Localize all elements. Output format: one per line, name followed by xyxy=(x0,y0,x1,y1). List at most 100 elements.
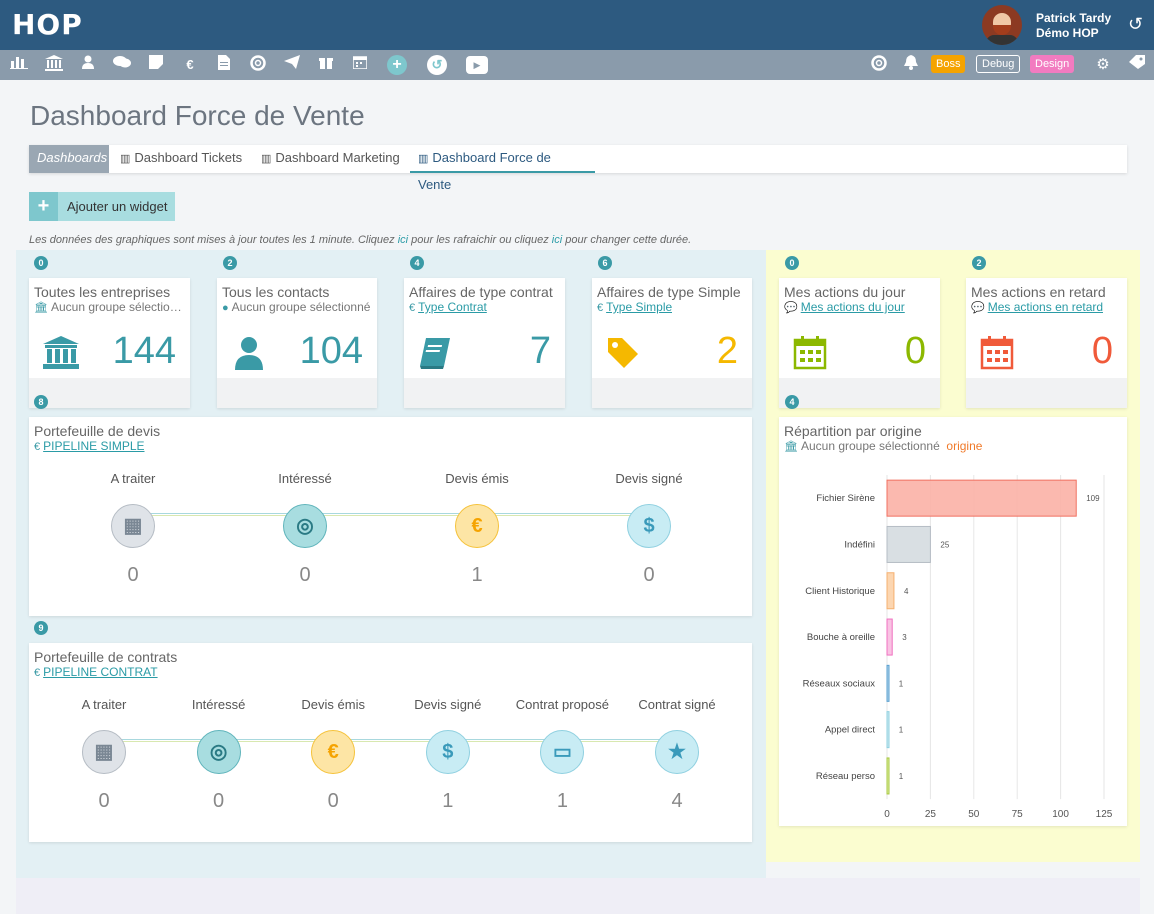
bar xyxy=(886,757,890,795)
widget-badge: 2 xyxy=(223,256,237,270)
pipeline-stage[interactable]: A traiter ▦ 0 xyxy=(63,471,203,587)
plus-circle-icon[interactable]: + xyxy=(387,55,407,75)
widget-sub: 🏛 Aucun groupe sélectionné xyxy=(34,300,188,314)
widget-link[interactable]: Type Contrat xyxy=(418,300,487,314)
widget-repartition-origine[interactable]: Répartition par origine 🏛 Aucun groupe sé… xyxy=(779,417,1127,826)
comments-icon[interactable] xyxy=(112,55,132,75)
pipeline-stage[interactable]: A traiter ▦ 0 xyxy=(34,697,174,813)
widget-link[interactable]: Type Simple xyxy=(606,300,673,314)
euro-icon: € xyxy=(409,302,416,314)
widget-link[interactable]: Mes actions du jour xyxy=(800,300,905,314)
widget-portefeuille-contrats[interactable]: Portefeuille de contrats € PIPELINE CONTR… xyxy=(29,643,752,842)
pipeline-stage[interactable]: Devis signé $0 xyxy=(579,471,719,587)
widget-title: Répartition par origine xyxy=(784,423,922,439)
widget-sub: 💬 Mes actions du jour xyxy=(784,300,905,314)
stage-label: A traiter xyxy=(110,471,156,486)
stage-value: 1 xyxy=(442,790,454,812)
widget-actions-retard[interactable]: Mes actions en retard 💬 Mes actions en re… xyxy=(966,278,1127,408)
stage-label: Devis émis xyxy=(301,697,365,712)
top-bar: HOP Patrick Tardy Démo HOP ↺ xyxy=(0,0,1154,50)
euro-icon: € xyxy=(34,441,41,453)
add-widget-button[interactable]: + Ajouter un widget xyxy=(29,192,175,221)
pipeline-stage[interactable]: Intéressé ◎ 0 xyxy=(235,471,375,587)
widget-value: 7 xyxy=(529,330,551,372)
stage-value: 0 xyxy=(643,564,655,586)
bar xyxy=(886,664,890,702)
bell-icon[interactable] xyxy=(901,55,921,75)
youtube-icon[interactable]: ▶ xyxy=(466,56,488,74)
bar-chart-icon[interactable] xyxy=(9,55,29,75)
pipeline-stage[interactable]: Contrat signé ★ 4 xyxy=(607,697,747,813)
widget-value: 0 xyxy=(1091,330,1113,372)
boss-badge[interactable]: Boss xyxy=(931,55,966,73)
stage-label: Devis signé xyxy=(615,471,683,486)
widget-title: Tous les contacts xyxy=(222,284,330,300)
widget-zone-bottom xyxy=(16,878,1140,914)
hop-logo[interactable]: HOP xyxy=(12,8,83,41)
bar xyxy=(886,572,895,610)
note-icon[interactable] xyxy=(146,55,166,75)
widget-entreprises[interactable]: Toutes les entreprises 🏛 Aucun groupe sél… xyxy=(29,278,190,408)
widget-link[interactable]: Mes actions en retard xyxy=(987,300,1104,314)
pipeline-stage[interactable]: Contrat proposé ▭ 1 xyxy=(492,697,632,813)
send-icon[interactable] xyxy=(282,55,302,75)
pipeline-link[interactable]: PIPELINE SIMPLE xyxy=(43,439,145,453)
user-name: Patrick Tardy xyxy=(1036,11,1112,25)
design-badge[interactable]: Design xyxy=(1030,55,1075,73)
tab-dashboard-tickets[interactable]: ▥ Dashboard Tickets xyxy=(120,150,243,165)
calendar-icon xyxy=(793,336,827,370)
origin-bar-chart: 0 25 50 75 100 125 Fichier Sirène 109 Indéfini 25… xyxy=(803,475,1113,820)
stage-value: 0 xyxy=(98,790,110,812)
page-title: Dashboard Force de Vente xyxy=(30,100,365,131)
stage-label: Contrat signé xyxy=(638,697,716,712)
bank-icon[interactable] xyxy=(44,55,64,75)
widget-affaires-contrat[interactable]: Affaires de type contrat € Type Contrat 7 xyxy=(404,278,565,408)
refresh-icon[interactable]: ↺ xyxy=(1128,14,1144,34)
widget-portefeuille-devis[interactable]: Portefeuille de devis € PIPELINE SIMPLE A… xyxy=(29,417,752,616)
pipeline-link[interactable]: PIPELINE CONTRAT xyxy=(43,665,158,679)
user-icon xyxy=(235,337,263,370)
widget-actions-jour[interactable]: Mes actions du jour 💬 Mes actions du jour… xyxy=(779,278,940,408)
stage-value: 1 xyxy=(556,790,568,812)
widget-badge: 9 xyxy=(34,621,48,635)
tab-dashboard-force-de-vente[interactable]: ▥ Dashboard Force de Vente xyxy=(410,145,595,192)
plus-icon: + xyxy=(29,192,58,221)
pipeline-stage[interactable]: Intéressé ◎ 0 xyxy=(149,697,289,813)
pipeline-stage[interactable]: Devis émis €0 xyxy=(263,697,403,813)
stage-value: 4 xyxy=(671,790,683,812)
x-tick-label: 50 xyxy=(968,809,980,820)
widget-contacts[interactable]: Tous les contacts ● Aucun groupe sélectio… xyxy=(217,278,377,408)
history-icon[interactable]: ↺ xyxy=(427,55,447,75)
bank-icon xyxy=(43,336,79,369)
user-icon[interactable] xyxy=(78,55,98,75)
pipeline-stage[interactable]: Devis émis €1 xyxy=(407,471,547,587)
euro-icon[interactable]: € xyxy=(186,57,194,72)
gift-icon[interactable] xyxy=(316,55,336,75)
toolbar: € + ↺ ▶ Boss Debug Design ⚙ xyxy=(0,50,1154,80)
gear-icon[interactable]: ⚙ xyxy=(1096,56,1110,73)
value-label: 25 xyxy=(940,540,949,549)
widget-affaires-simple[interactable]: Affaires de type Simple € Type Simple 2 xyxy=(592,278,752,408)
bar xyxy=(886,525,931,563)
duration-link[interactable]: ici xyxy=(551,234,563,246)
credit-card-icon: ▭ xyxy=(540,730,585,774)
lifebuoy-icon[interactable] xyxy=(248,55,268,75)
user-info[interactable]: Patrick Tardy Démo HOP xyxy=(1036,11,1111,41)
stage-value: 1 xyxy=(471,564,483,586)
widget-value: 2 xyxy=(716,330,738,372)
stage-label: Contrat proposé xyxy=(515,697,609,712)
category-label: Réseau perso xyxy=(816,771,875,782)
refresh-link[interactable]: ici xyxy=(397,234,409,246)
pipeline-stage[interactable]: Devis signé $1 xyxy=(378,697,518,813)
tab-dashboard-marketing[interactable]: ▥ Dashboard Marketing xyxy=(261,150,400,165)
category-label: Client Historique xyxy=(805,586,875,597)
tag-icon[interactable] xyxy=(1127,55,1147,75)
x-tick-label: 100 xyxy=(1052,809,1069,820)
lifebuoy-icon-right[interactable] xyxy=(869,55,889,75)
debug-badge[interactable]: Debug xyxy=(976,55,1021,73)
file-icon[interactable] xyxy=(214,55,234,75)
calendar-icon[interactable] xyxy=(350,55,370,75)
avatar[interactable] xyxy=(982,5,1022,45)
widget-sub: € Type Contrat xyxy=(409,300,487,314)
widget-value: 104 xyxy=(299,330,363,372)
